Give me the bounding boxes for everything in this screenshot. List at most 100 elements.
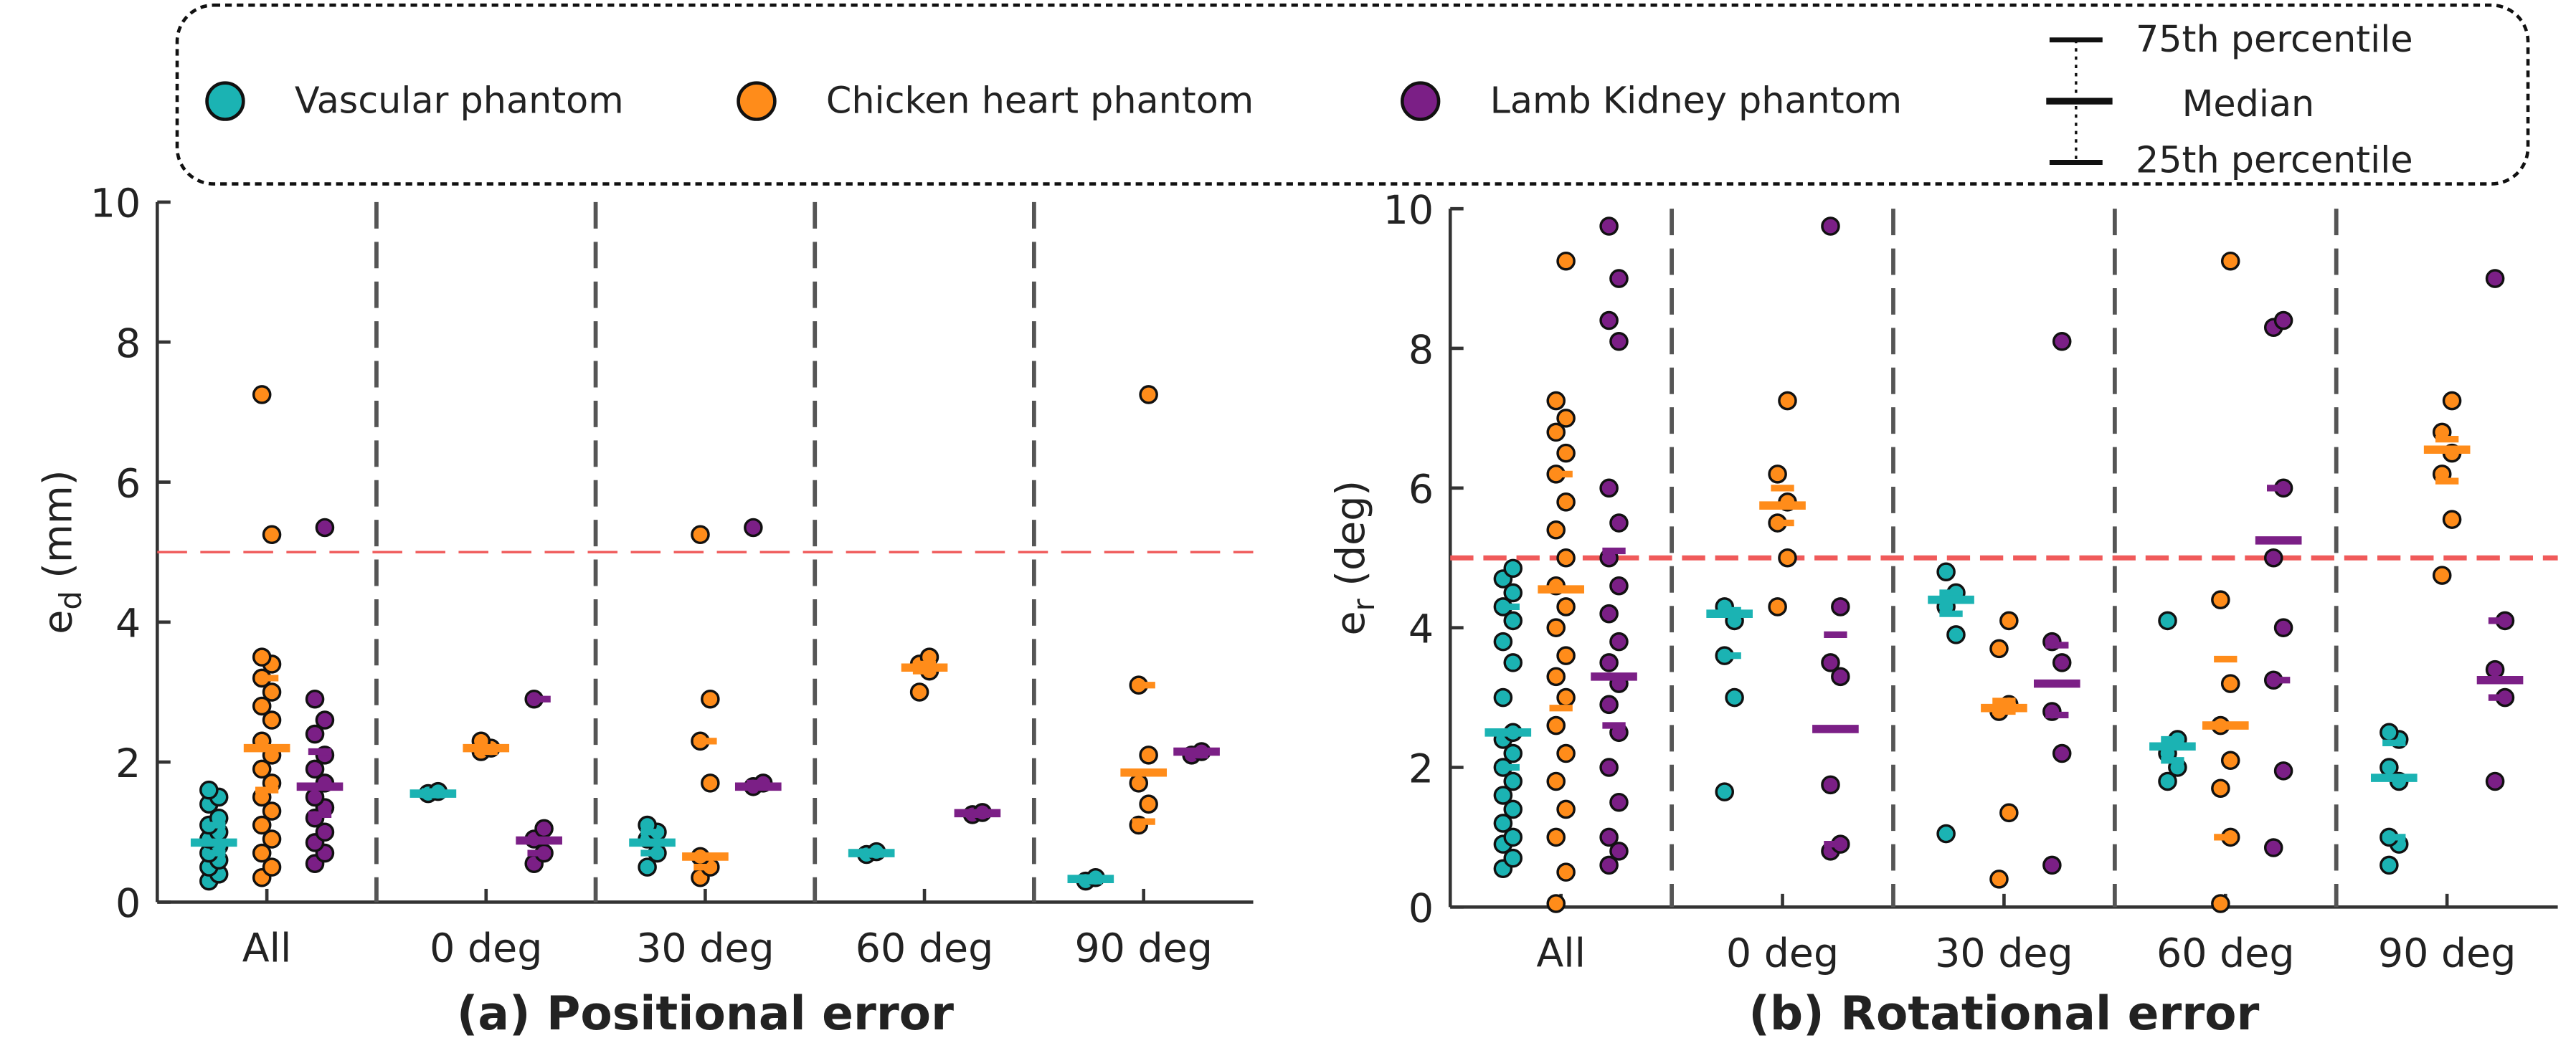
data-point bbox=[262, 857, 282, 877]
legend-marker bbox=[1400, 81, 1441, 121]
legend-label: Vascular phantom bbox=[295, 79, 624, 121]
data-point bbox=[1546, 827, 1566, 847]
data-point bbox=[305, 724, 325, 744]
data-point bbox=[1989, 639, 2009, 659]
data-point bbox=[1556, 597, 1576, 616]
data-point bbox=[1831, 667, 1850, 687]
data-point bbox=[701, 689, 720, 709]
data-point bbox=[1503, 848, 1523, 868]
data-point bbox=[262, 682, 282, 702]
data-point bbox=[252, 815, 272, 835]
data-point bbox=[1503, 743, 1523, 763]
data-point bbox=[1556, 251, 1576, 271]
data-point bbox=[1556, 862, 1576, 882]
data-point bbox=[2273, 618, 2293, 637]
y-tick-label: 0 bbox=[1408, 886, 1434, 932]
data-point bbox=[1556, 409, 1576, 428]
data-point bbox=[2485, 660, 2505, 680]
data-point bbox=[1999, 611, 2019, 631]
legend-marker bbox=[737, 81, 777, 121]
data-point bbox=[305, 689, 325, 709]
x-tick-label: 60 deg bbox=[856, 926, 994, 972]
data-point bbox=[1546, 618, 1566, 637]
data-point bbox=[1503, 771, 1523, 791]
y-axis-label: er (deg) bbox=[1328, 480, 1381, 635]
data-point bbox=[1546, 771, 1566, 791]
data-point bbox=[1546, 715, 1566, 735]
data-point bbox=[2485, 771, 2505, 791]
key-median-label: Median bbox=[2182, 82, 2315, 125]
data-point bbox=[252, 759, 272, 779]
y-tick-label: 0 bbox=[115, 881, 141, 927]
data-point bbox=[1768, 465, 1787, 484]
y-label-part: (deg) bbox=[1328, 480, 1374, 599]
data-point bbox=[315, 518, 335, 538]
y-tick-label: 8 bbox=[115, 321, 141, 367]
data-point bbox=[1599, 695, 1619, 715]
data-point bbox=[1831, 597, 1850, 616]
data-point bbox=[2211, 590, 2230, 609]
data-point bbox=[1503, 558, 1523, 578]
data-point bbox=[1715, 782, 1735, 801]
data-point bbox=[1821, 775, 1840, 795]
data-point bbox=[262, 525, 282, 545]
data-point bbox=[1936, 824, 1956, 844]
data-point bbox=[1599, 758, 1619, 777]
data-point bbox=[1493, 786, 1513, 805]
x-tick-label: 0 deg bbox=[430, 926, 542, 972]
data-point bbox=[305, 759, 325, 779]
chart-title: (a) Positional error bbox=[457, 987, 954, 1038]
data-point bbox=[1503, 611, 1523, 631]
data-point bbox=[1546, 422, 1566, 442]
data-point bbox=[1546, 391, 1566, 411]
x-tick-label: 90 deg bbox=[1074, 926, 1213, 972]
data-point bbox=[2432, 566, 2452, 585]
data-point bbox=[1725, 687, 1744, 708]
data-point bbox=[1999, 803, 2019, 823]
data-point bbox=[1546, 667, 1566, 687]
legend-label: Chicken heart phantom bbox=[826, 79, 1254, 121]
data-point bbox=[2052, 743, 2072, 763]
x-tick-label: All bbox=[242, 926, 292, 972]
data-point bbox=[1546, 520, 1566, 540]
y-label-part: e bbox=[1328, 611, 1374, 635]
data-point bbox=[2263, 838, 2283, 857]
y-tick-label: 4 bbox=[115, 601, 141, 647]
data-point bbox=[1493, 632, 1513, 652]
data-point bbox=[744, 518, 763, 538]
x-tick-label: 30 deg bbox=[1935, 930, 2073, 976]
legend-label: Lamb Kidney phantom bbox=[1490, 79, 1903, 121]
x-tick-label: 0 deg bbox=[1726, 930, 1839, 976]
data-point bbox=[1556, 492, 1576, 512]
data-point bbox=[1556, 799, 1576, 819]
data-point bbox=[1556, 687, 1576, 708]
data-point bbox=[2220, 674, 2240, 693]
legend-key: 75th percentile Median 25th percentile bbox=[2046, 18, 2413, 181]
data-point bbox=[701, 773, 720, 793]
data-point bbox=[1139, 385, 1158, 404]
y-axis-label: ed (mm) bbox=[35, 470, 88, 634]
data-point bbox=[1546, 894, 1566, 913]
data-point bbox=[1503, 583, 1523, 603]
y-tick-label: 4 bbox=[1408, 606, 1434, 652]
legend-marker bbox=[205, 81, 245, 121]
data-point bbox=[2052, 653, 2072, 672]
data-point bbox=[1609, 331, 1629, 351]
y-tick-label: 2 bbox=[115, 741, 141, 787]
data-point bbox=[1609, 513, 1629, 533]
y-label-part: e bbox=[35, 610, 81, 634]
data-point bbox=[2158, 771, 2177, 791]
data-point bbox=[262, 801, 282, 821]
data-point bbox=[1946, 625, 1966, 644]
data-point bbox=[252, 843, 272, 863]
data-point bbox=[1503, 653, 1523, 672]
legend-box bbox=[175, 3, 2530, 186]
data-point bbox=[1821, 653, 1840, 672]
data-point bbox=[2380, 723, 2399, 743]
data-point bbox=[1609, 576, 1629, 596]
y-label-part: d bbox=[53, 591, 88, 609]
data-point bbox=[1609, 792, 1629, 812]
data-point bbox=[1556, 646, 1576, 665]
data-point bbox=[2273, 761, 2293, 781]
data-point bbox=[1139, 746, 1158, 765]
